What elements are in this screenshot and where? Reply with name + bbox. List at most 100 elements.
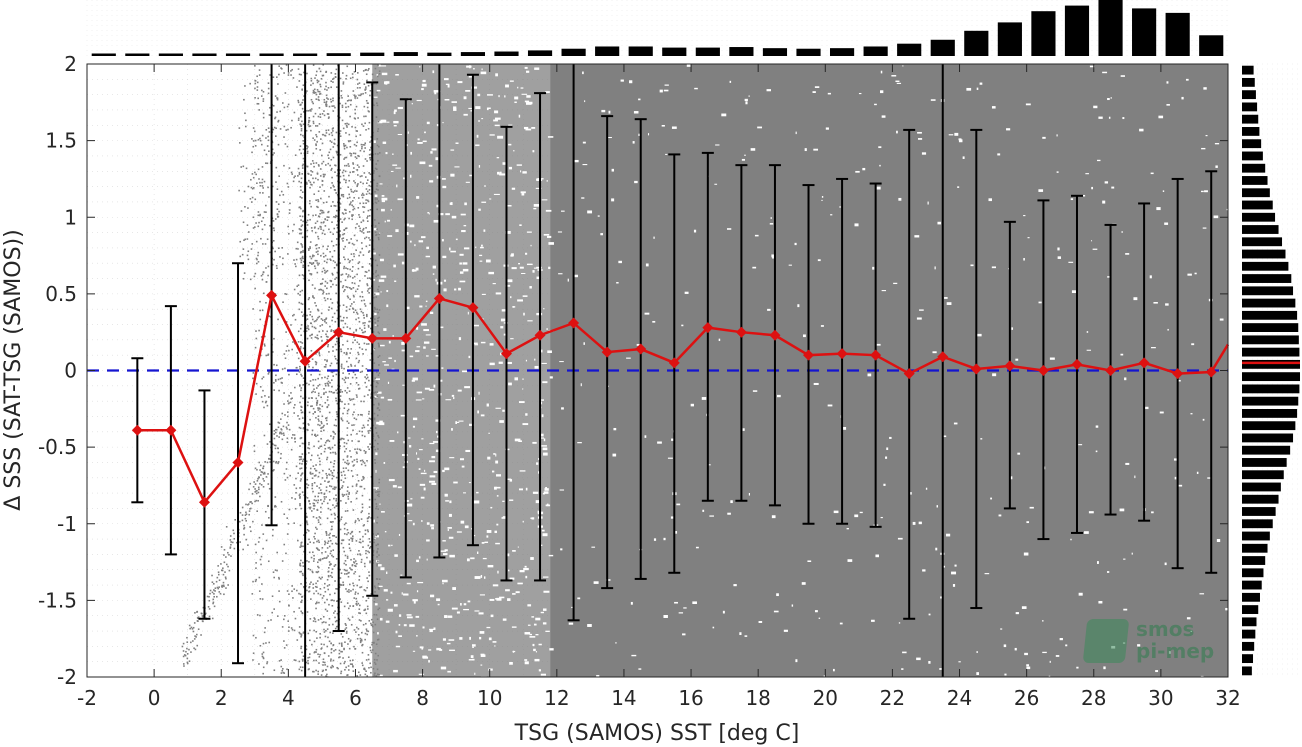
scatter-point xyxy=(323,101,326,104)
scatter-point xyxy=(347,365,350,368)
scatter-gap xyxy=(377,391,382,394)
scatter-point xyxy=(358,448,361,451)
scatter-gap xyxy=(479,594,485,596)
scatter-point xyxy=(368,538,371,540)
scatter-gap xyxy=(694,87,698,90)
scatter-point xyxy=(342,127,345,130)
scatter-point xyxy=(307,424,310,426)
scatter-point xyxy=(365,202,367,204)
scatter-point xyxy=(342,72,344,74)
scatter-point xyxy=(312,366,314,369)
scatter-gap xyxy=(1095,425,1099,428)
scatter-point xyxy=(346,146,348,149)
right-hist-bar xyxy=(1242,666,1252,676)
scatter-point xyxy=(357,83,359,85)
scatter-point xyxy=(282,257,284,260)
scatter-point xyxy=(275,428,277,431)
scatter-point xyxy=(262,478,265,480)
scatter-point xyxy=(262,473,265,475)
scatter-point xyxy=(257,103,260,105)
scatter-point xyxy=(320,228,322,230)
scatter-gap xyxy=(541,414,544,418)
scatter-gap xyxy=(1168,651,1171,654)
scatter-point xyxy=(377,442,379,445)
scatter-point xyxy=(257,486,260,489)
scatter-gap xyxy=(827,92,831,95)
scatter-gap xyxy=(384,364,389,366)
scatter-point xyxy=(309,472,312,475)
scatter-point xyxy=(345,627,348,629)
scatter-point xyxy=(318,471,321,474)
scatter-gap xyxy=(1042,651,1047,654)
scatter-gap xyxy=(568,622,574,625)
scatter-point xyxy=(354,226,357,229)
scatter-gap xyxy=(821,196,824,198)
scatter-point xyxy=(356,458,358,461)
scatter-point xyxy=(348,308,351,311)
scatter-point xyxy=(357,262,360,265)
scatter-gap xyxy=(380,65,387,67)
scatter-point xyxy=(326,542,329,544)
scatter-gap xyxy=(601,109,606,113)
scatter-gap xyxy=(526,95,531,98)
scatter-gap xyxy=(522,423,529,426)
scatter-point xyxy=(367,530,369,533)
scatter-gap xyxy=(757,126,763,129)
scatter-point xyxy=(307,328,310,331)
scatter-point xyxy=(299,493,301,496)
scatter-point xyxy=(301,611,304,614)
scatter-point xyxy=(346,387,349,389)
scatter-point xyxy=(346,326,349,328)
scatter-point xyxy=(346,316,348,319)
scatter-gap xyxy=(383,328,387,331)
scatter-point xyxy=(193,638,196,640)
scatter-gap xyxy=(395,630,398,634)
right-hist-bar xyxy=(1242,274,1292,283)
scatter-point xyxy=(324,366,327,368)
scatter-point xyxy=(352,341,354,344)
scatter-point xyxy=(319,186,321,188)
top-hist-bar xyxy=(293,53,318,56)
scatter-point xyxy=(319,559,322,562)
scatter-point xyxy=(352,413,354,416)
scatter-point xyxy=(298,494,301,497)
scatter-point xyxy=(302,574,304,577)
scatter-point xyxy=(323,175,325,178)
scatter-point xyxy=(356,675,359,677)
scatter-point xyxy=(264,627,266,629)
scatter-point xyxy=(298,180,300,183)
scatter-point xyxy=(357,351,359,354)
scatter-point xyxy=(378,587,380,589)
scatter-gap xyxy=(530,557,534,560)
scatter-gap xyxy=(823,675,826,677)
scatter-point xyxy=(300,474,302,477)
scatter-point xyxy=(314,214,317,216)
scatter-gap xyxy=(496,495,499,497)
scatter-point xyxy=(377,200,380,202)
scatter-point xyxy=(347,637,350,640)
scatter-point xyxy=(346,569,348,572)
scatter-point xyxy=(317,409,320,411)
scatter-gap xyxy=(582,141,586,144)
scatter-point xyxy=(262,465,265,468)
scatter-gap xyxy=(1159,411,1164,414)
scatter-point xyxy=(261,598,264,600)
scatter-gap xyxy=(455,142,459,144)
scatter-point xyxy=(186,653,189,655)
scatter-point xyxy=(273,576,275,579)
scatter-point xyxy=(278,576,280,579)
scatter-point xyxy=(208,608,211,610)
scatter-gap xyxy=(470,109,473,112)
scatter-point xyxy=(297,330,300,333)
scatter-gap xyxy=(1207,477,1212,479)
scatter-point xyxy=(274,496,277,498)
scatter-gap xyxy=(496,523,499,526)
scatter-point xyxy=(308,366,310,368)
scatter-gap xyxy=(739,632,742,636)
scatter-gap xyxy=(454,166,460,168)
scatter-point xyxy=(227,551,229,554)
scatter-point xyxy=(342,195,345,198)
scatter-point xyxy=(312,390,314,393)
scatter-point xyxy=(293,522,295,524)
scatter-gap xyxy=(631,654,637,657)
